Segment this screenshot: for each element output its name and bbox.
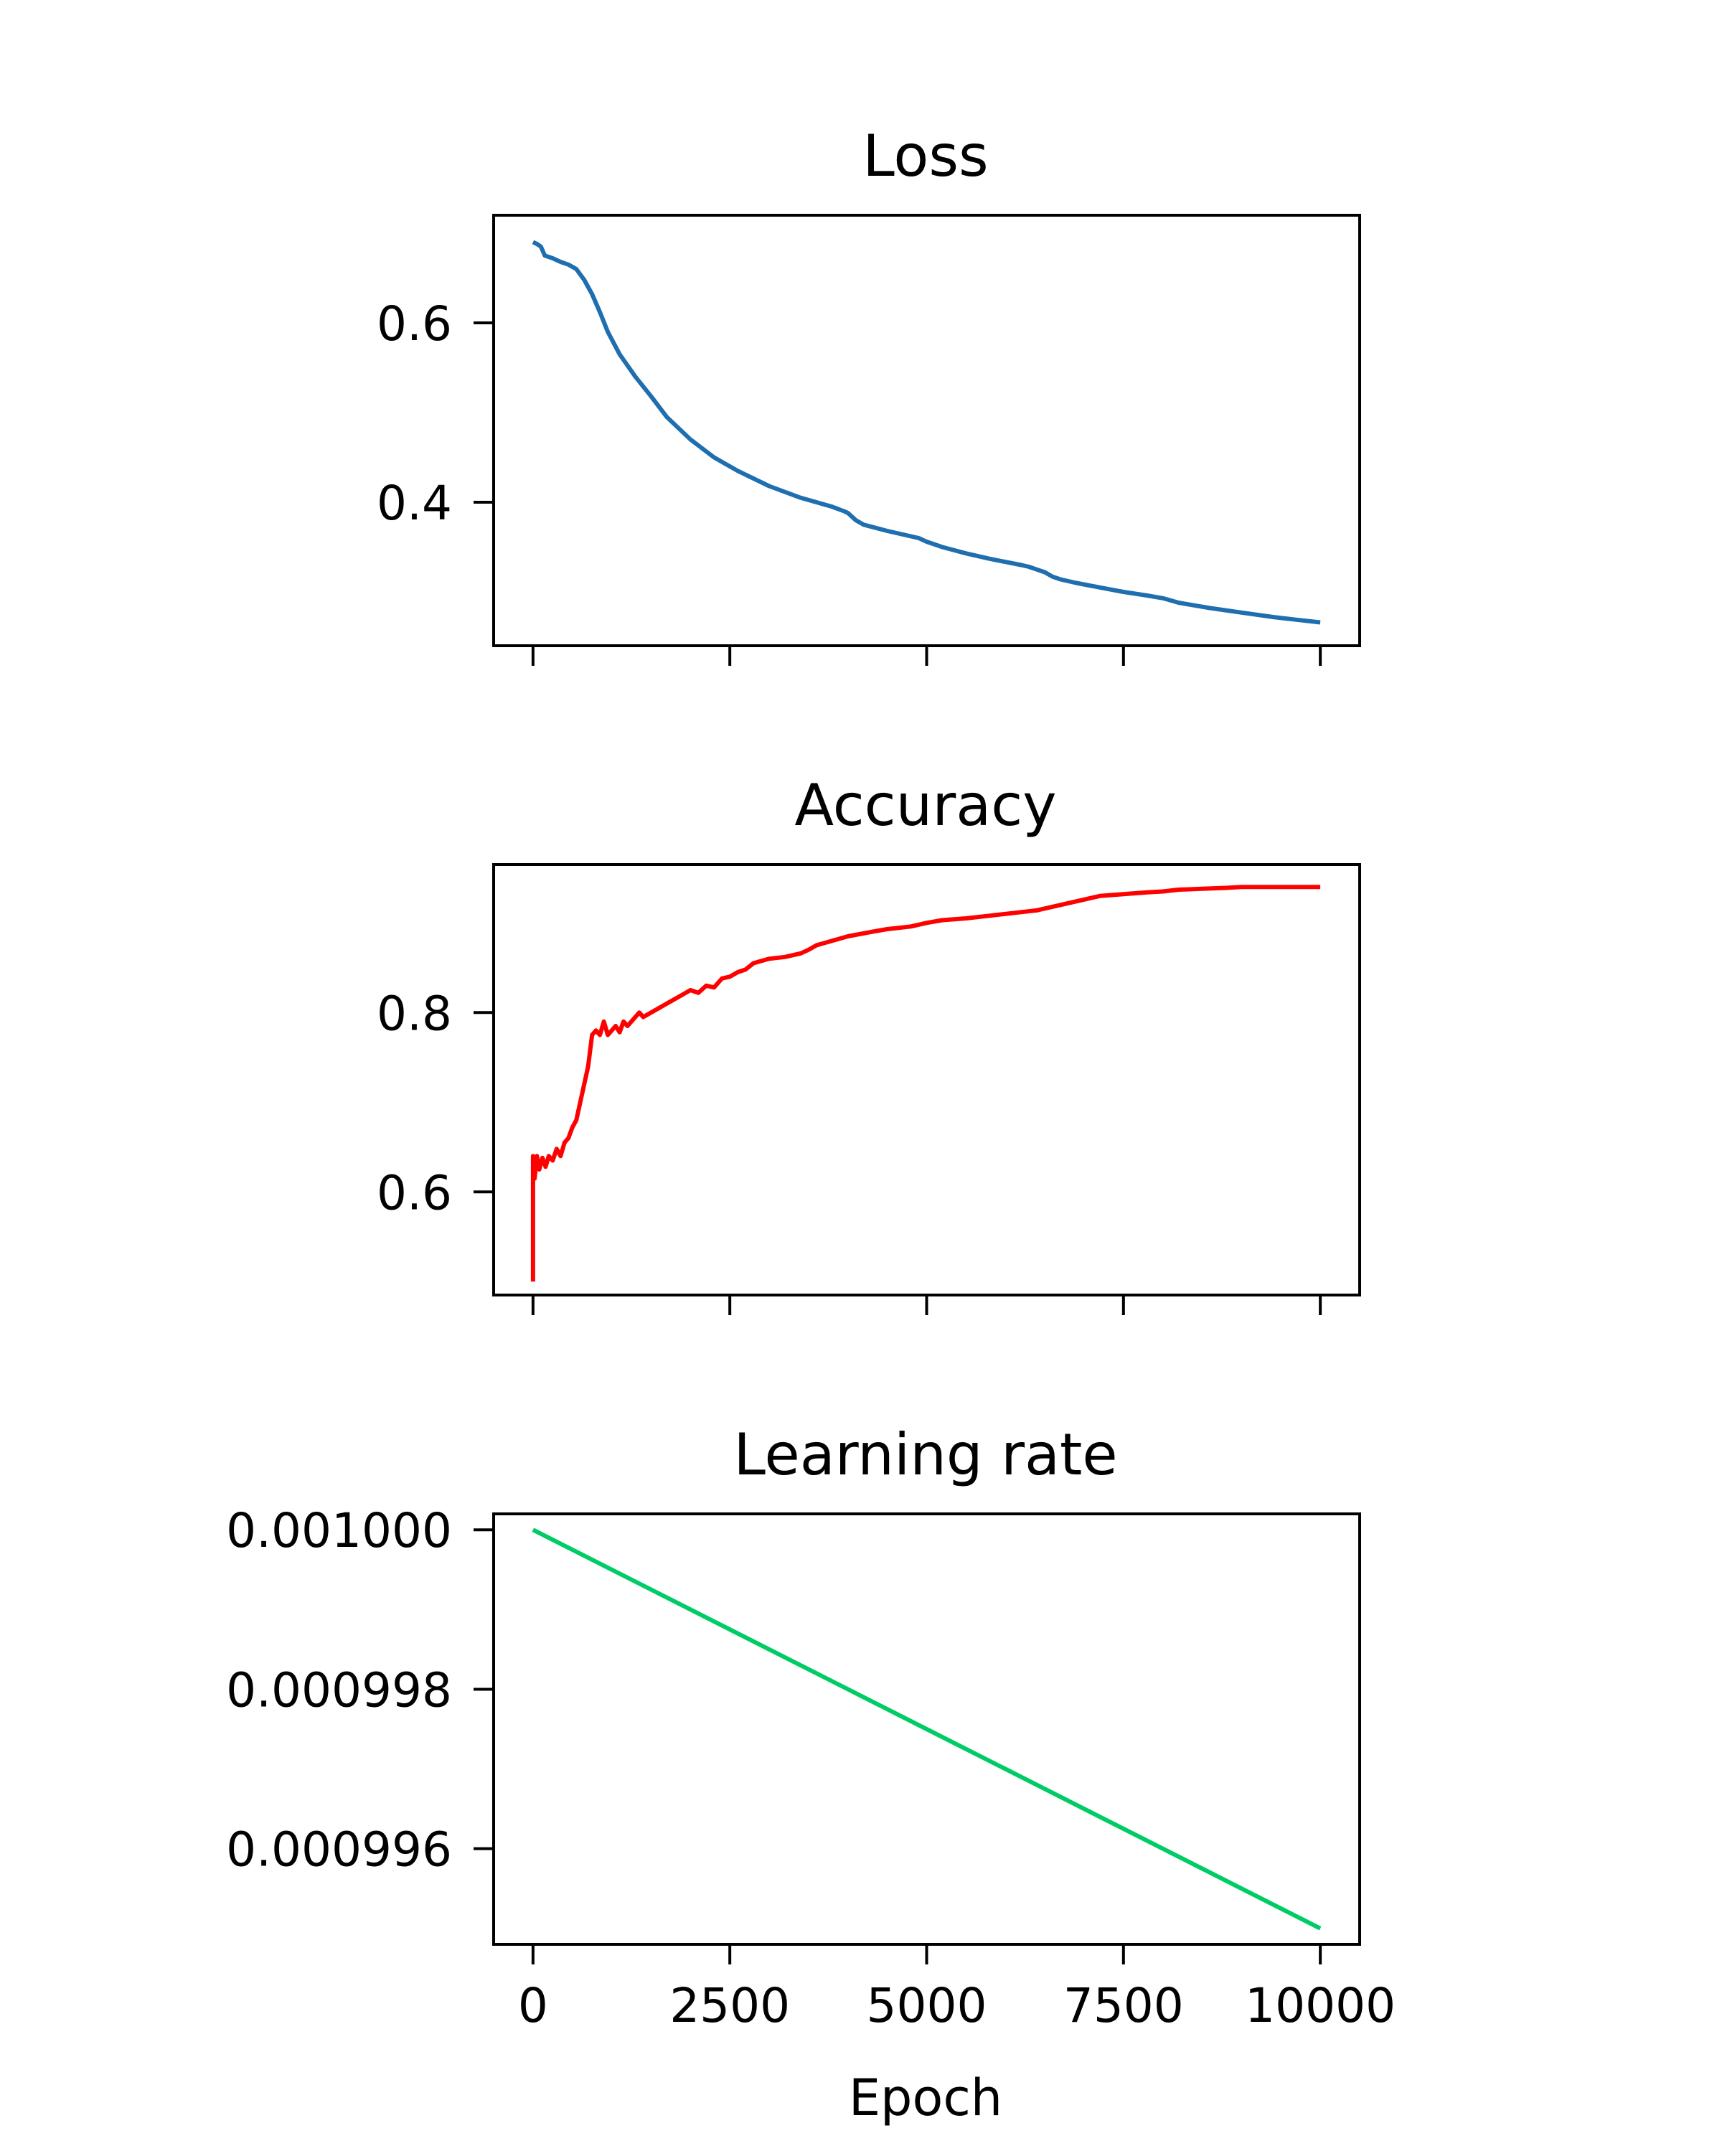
loss-y-tick-label-0: 0.4 xyxy=(377,476,452,531)
loss-y-tick-label-1: 0.6 xyxy=(377,296,452,352)
accuracy-axes-frame xyxy=(492,863,1361,1296)
learning-rate-y-tick-label-1: 0.000998 xyxy=(226,1662,452,1718)
loss-plot-area: 0.4 0.6 xyxy=(377,214,1361,666)
learning-rate-x-tick-label-4: 10000 xyxy=(1245,1978,1396,2033)
learning-rate-x-tick-label-2: 5000 xyxy=(867,1978,987,2033)
learning-rate-x-tick-label-3: 7500 xyxy=(1063,1978,1184,2033)
x-axis-label: Epoch xyxy=(849,2068,1002,2127)
learning-rate-subplot: Learning rate 0 2500 5000 7500 10000 0.000996… xyxy=(226,1421,1396,2127)
loss-series-line-0 xyxy=(532,240,1321,625)
loss-subplot: Loss 0.4 0.6 xyxy=(377,123,1361,666)
learning-rate-x-tick-label-0: 0 xyxy=(518,1978,548,2033)
learning-rate-title: Learning rate xyxy=(733,1421,1117,1488)
learning-rate-plot-area: 0 2500 5000 7500 10000 0.000996 0.000998 0.0010… xyxy=(226,1503,1396,2033)
loss-axes-frame xyxy=(492,214,1361,647)
accuracy-title: Accuracy xyxy=(794,772,1056,839)
learning-rate-y-tick-label-2: 0.001000 xyxy=(226,1503,452,1558)
accuracy-series-line-0 xyxy=(530,885,1321,1282)
accuracy-plot-area: 0.6 0.8 xyxy=(377,863,1361,1315)
learning-rate-x-tick-label-1: 2500 xyxy=(669,1978,790,2033)
accuracy-y-tick-label-0: 0.6 xyxy=(377,1165,452,1220)
loss-title: Loss xyxy=(862,123,988,189)
accuracy-subplot: Accuracy 0.6 0.8 xyxy=(377,772,1361,1315)
learning-rate-y-tick-label-0: 0.000996 xyxy=(226,1822,452,1878)
learning-rate-series-line-0 xyxy=(532,1527,1322,1931)
accuracy-y-tick-label-1: 0.8 xyxy=(377,986,452,1041)
